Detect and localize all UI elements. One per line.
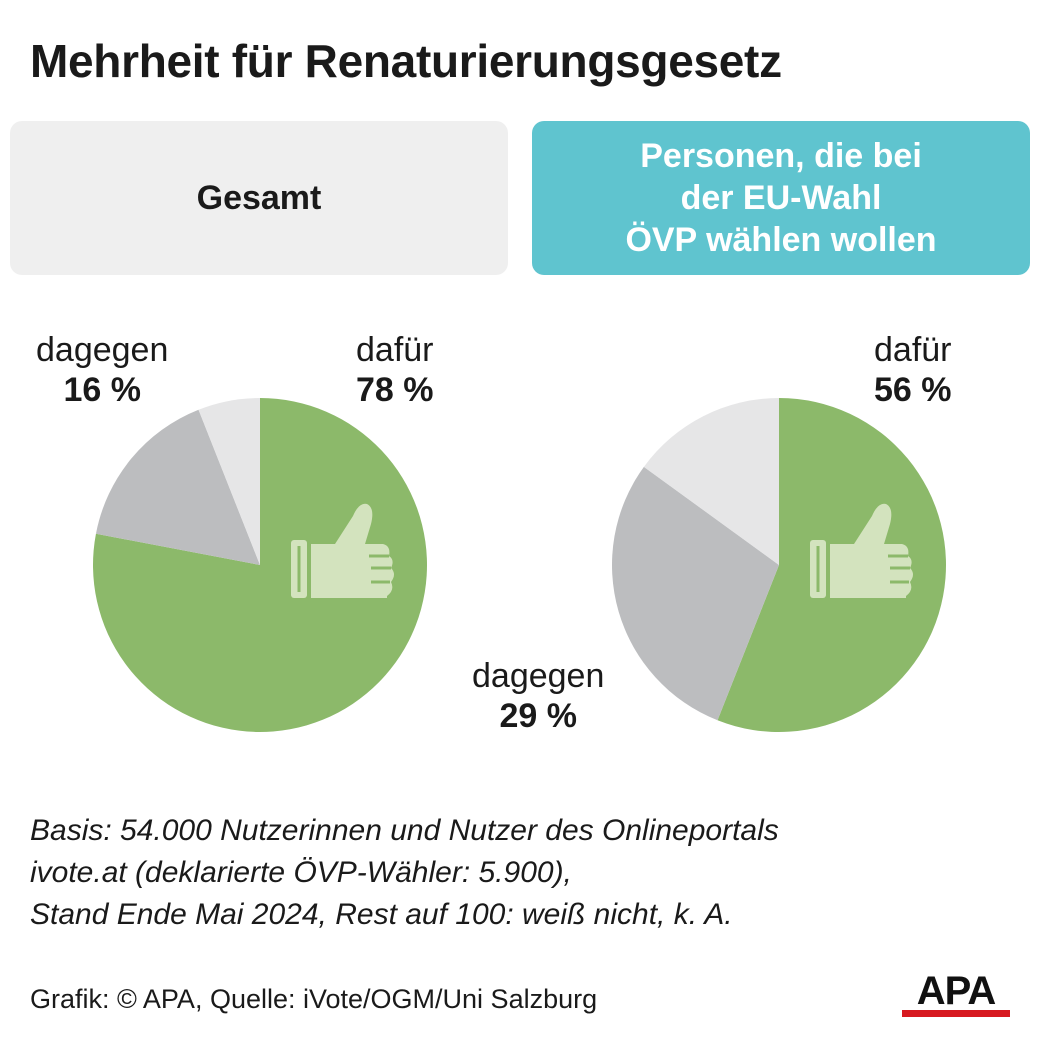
panel-gesamt: Gesamt bbox=[10, 121, 508, 275]
thumbs-up-icon bbox=[810, 503, 913, 598]
thumbs-up-icon bbox=[291, 503, 394, 598]
source-credit: Grafik: © APA, Quelle: iVote/OGM/Uni Sal… bbox=[30, 984, 598, 1014]
footnote-line: ivote.at (deklarierte ÖVP-Wähler: 5.900)… bbox=[30, 856, 572, 889]
label-dafuer-left-name: dafür bbox=[356, 331, 434, 369]
label-dagegen-right-value: 29 % bbox=[499, 697, 577, 735]
panel-oevp-label: Personen, die bei der EU-Wahl ÖVP wählen… bbox=[625, 137, 937, 259]
label-dafuer-left: dafür 78 % bbox=[356, 330, 434, 410]
label-dagegen-left-value: 16 % bbox=[63, 371, 141, 409]
footnote: Basis: 54.000 Nutzerinnen und Nutzer des… bbox=[30, 810, 779, 936]
label-dafuer-right-name: dafür bbox=[874, 331, 952, 369]
chart-title: Mehrheit für Renaturierungsgesetz bbox=[30, 35, 782, 87]
pie-gesamt bbox=[92, 398, 427, 732]
label-dafuer-left-value: 78 % bbox=[356, 371, 434, 409]
panel-gesamt-label: Gesamt bbox=[196, 178, 322, 217]
label-dagegen-right-name: dagegen bbox=[472, 657, 605, 695]
slice-rest bbox=[198, 398, 260, 565]
thumb-part bbox=[311, 503, 394, 598]
label-dagegen-right: dagegen 29 % bbox=[472, 656, 604, 736]
label-dagegen-left-name: dagegen bbox=[36, 331, 169, 369]
slice-dagegen bbox=[612, 466, 779, 721]
footnote-line: Basis: 54.000 Nutzerinnen und Nutzer des… bbox=[30, 814, 779, 847]
thumb-part bbox=[830, 503, 913, 598]
apa-logo: APA bbox=[902, 969, 1010, 1017]
apa-logo-bar bbox=[902, 1010, 1010, 1017]
slice-rest bbox=[643, 398, 779, 565]
panel-oevp-voters: Personen, die bei der EU-Wahl ÖVP wählen… bbox=[532, 121, 1030, 275]
label-dagegen-left: dagegen 16 % bbox=[36, 330, 168, 410]
label-dafuer-right: dafür 56 % bbox=[874, 330, 952, 410]
slice-dagegen bbox=[95, 409, 260, 565]
label-dafuer-right-value: 56 % bbox=[874, 371, 952, 409]
footnote-line: Stand Ende Mai 2024, Rest auf 100: weiß … bbox=[30, 898, 733, 931]
apa-logo-text: APA bbox=[917, 969, 996, 1013]
